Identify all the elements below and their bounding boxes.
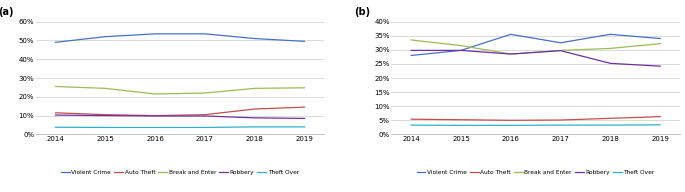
Legend: Violent Crime, Auto Theft, Break and Enter, Robbery, Theft Over: Violent Crime, Auto Theft, Break and Ent… xyxy=(59,168,301,177)
Text: (b): (b) xyxy=(353,7,370,17)
Legend: Violent Crime, Auto Theft, Break and Enter, Robbery, Theft Over: Violent Crime, Auto Theft, Break and Ent… xyxy=(414,168,657,177)
Text: (a): (a) xyxy=(0,7,14,17)
